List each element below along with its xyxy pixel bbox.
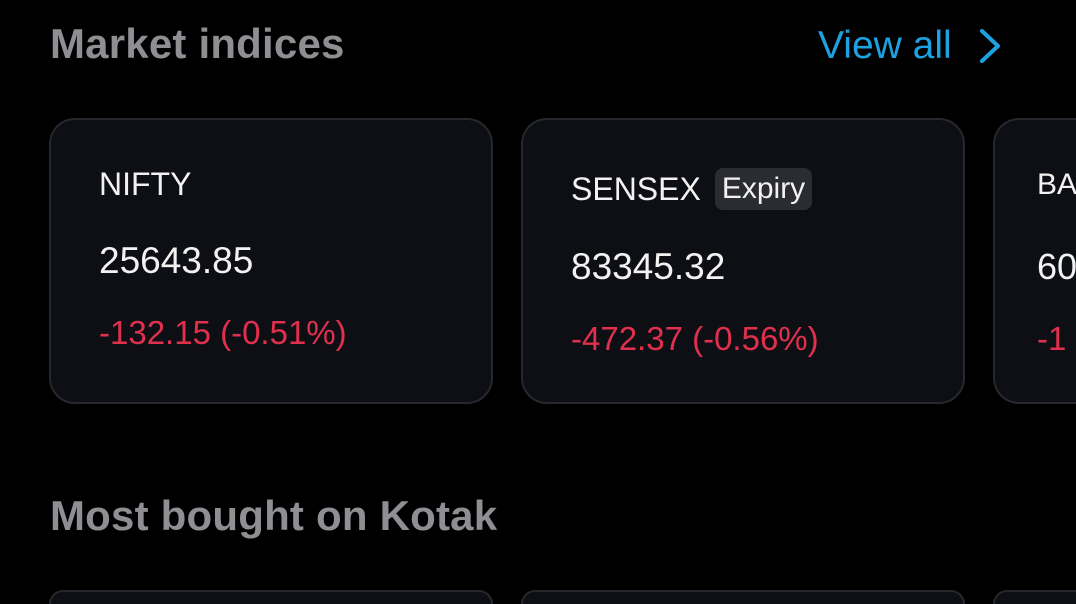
index-value: 60 xyxy=(1037,246,1076,287)
index-card-third[interactable]: BA 60 -1 xyxy=(993,118,1076,404)
market-indices-title: Market indices xyxy=(50,20,345,67)
chevron-right-icon xyxy=(979,29,1000,63)
most-bought-title: Most bought on Kotak xyxy=(50,492,498,539)
index-name: BA xyxy=(1037,168,1076,201)
index-change: -1 xyxy=(1037,320,1067,357)
index-card-sensex[interactable]: SENSEX Expiry 83345.32 -472.37 (-0.56%) xyxy=(521,118,965,404)
most-bought-card[interactable] xyxy=(521,590,965,604)
index-value: 25643.85 xyxy=(99,240,254,281)
most-bought-card[interactable] xyxy=(49,590,493,604)
view-all-button[interactable]: View all xyxy=(818,24,1002,68)
index-value: 83345.32 xyxy=(571,246,726,287)
index-card-nifty[interactable]: NIFTY 25643.85 -132.15 (-0.51%) xyxy=(49,118,493,404)
index-change: -132.15 (-0.51%) xyxy=(99,314,347,351)
index-name: NIFTY xyxy=(99,166,192,202)
index-change: -472.37 (-0.56%) xyxy=(571,320,819,357)
view-all-label: View all xyxy=(818,24,952,67)
expiry-badge: Expiry xyxy=(714,168,813,210)
most-bought-card[interactable] xyxy=(993,590,1076,604)
index-name: SENSEX xyxy=(571,170,701,207)
